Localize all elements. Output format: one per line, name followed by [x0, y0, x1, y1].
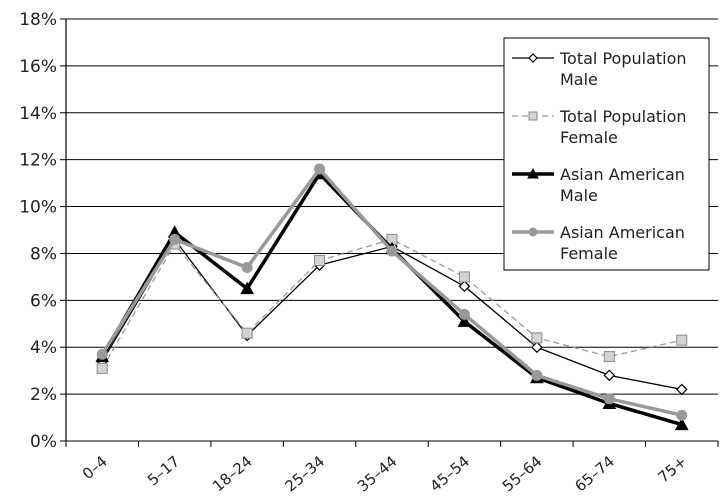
legend-label: Female: [560, 244, 618, 263]
legend-label: Male: [560, 186, 598, 205]
legend-entry: Total Population Male: [512, 49, 687, 89]
circle-marker: [169, 233, 181, 245]
diamond-marker: [531, 341, 543, 354]
circle-marker: [528, 227, 538, 237]
legend-entry: Asian American Male: [512, 165, 685, 205]
triangle-marker: [240, 281, 254, 295]
y-tick-label: 0%: [30, 432, 57, 452]
square-marker: [531, 332, 543, 344]
square-marker: [314, 254, 326, 266]
circle-marker: [676, 409, 688, 421]
square-marker: [528, 111, 538, 121]
legend-label: Male: [560, 70, 598, 89]
legend-label: Asian American: [560, 223, 685, 242]
series-line: [101, 238, 682, 369]
legend-label: Total Population: [559, 49, 687, 68]
y-tick-label: 16%: [19, 57, 57, 77]
circle-marker: [314, 163, 326, 175]
x-axis: 0–4 5–17 18–24 25–34 35–44 45–54 55–64 65–74 75+: [65, 441, 719, 495]
x-tick-label: 5–17: [144, 452, 183, 489]
circle-marker: [458, 308, 470, 320]
diamond-marker: [528, 53, 538, 63]
square-marker: [676, 334, 688, 346]
triangle-marker: [457, 314, 472, 327]
square-marker: [603, 351, 615, 363]
y-axis: 0% 2% 4% 6% 8% 10% 12% 14% 16% 18%: [19, 10, 67, 452]
legend-label: Total Population: [559, 107, 687, 126]
legend: Total Population Male Total Population Fema…: [503, 37, 710, 271]
y-tick-label: 18%: [19, 10, 57, 30]
x-tick-label: 35–44: [354, 452, 401, 495]
circle-marker: [603, 393, 615, 405]
diamond-marker: [675, 383, 688, 396]
x-tick-label: 25–34: [282, 452, 329, 495]
x-tick-label: 75+: [655, 452, 691, 486]
triangle-marker: [674, 417, 689, 431]
legend-entry: Asian American Female: [512, 223, 685, 263]
square-marker: [458, 271, 470, 283]
triangle-marker: [527, 167, 539, 179]
square-marker: [96, 362, 108, 374]
x-tick-label: 55–64: [499, 452, 546, 495]
y-tick-label: 8%: [30, 244, 57, 264]
legend-label: Asian American: [560, 165, 685, 184]
y-tick-label: 4%: [30, 338, 57, 358]
y-tick-label: 14%: [19, 104, 57, 124]
plot-area: [95, 163, 689, 431]
square-marker: [241, 327, 253, 339]
circle-marker: [531, 369, 543, 381]
x-tick-label: 0–4: [79, 452, 111, 483]
series-2: [96, 233, 688, 374]
diamond-marker: [603, 369, 616, 382]
circle-marker: [241, 262, 253, 274]
y-tick-label: 12%: [19, 151, 57, 171]
circle-marker: [386, 245, 398, 257]
x-tick-label: 45–54: [426, 452, 473, 495]
y-tick-label: 6%: [30, 291, 57, 311]
y-tick-label: 2%: [30, 385, 57, 405]
y-tick-label: 10%: [19, 198, 57, 218]
series-4: [96, 163, 688, 421]
legend-label: Female: [560, 128, 618, 147]
x-tick-label: 18–24: [209, 452, 256, 495]
legend-entry: Total Population Female: [512, 107, 687, 147]
x-tick-label: 65–74: [571, 452, 618, 495]
diamond-marker: [458, 280, 471, 293]
circle-marker: [96, 348, 108, 360]
